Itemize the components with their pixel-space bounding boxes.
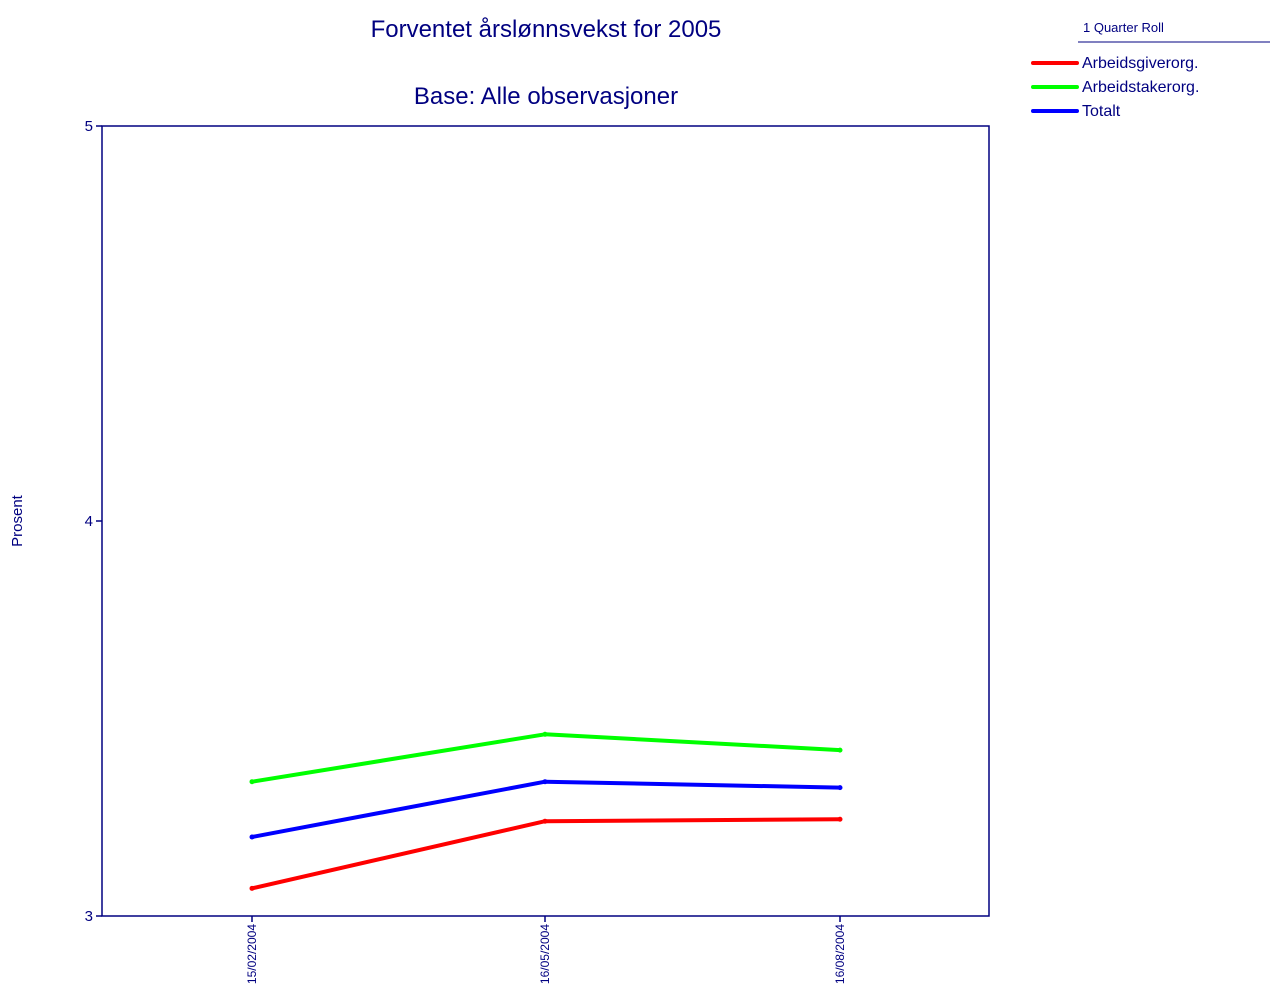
data-point [542,779,548,785]
y-axis: 3 4 5 [85,118,102,925]
legend-label: Arbeidsgiverorg. [1082,55,1199,72]
x-tick-label: 16/05/2004 [538,924,552,984]
y-tick-label: 4 [85,513,93,530]
x-tick-label: 16/08/2004 [833,924,847,984]
data-point [249,779,255,785]
data-point [837,747,843,753]
x-axis: 15/02/2004 16/05/2004 16/08/2004 [245,916,847,984]
series-lines [249,731,843,891]
data-point [837,785,843,791]
legend-label: Totalt [1082,103,1121,120]
legend: 1 Quarter Roll Arbeidsgiverorg. Arbeidsta… [1031,20,1270,120]
y-tick-label: 5 [85,118,93,135]
chart-subtitle: Base: Alle observasjoner [414,83,678,110]
data-point [542,818,548,824]
data-point [542,731,548,737]
data-point [249,885,255,891]
x-tick-label: 15/02/2004 [245,924,259,984]
chart-title: Forventet årslønnsvekst for 2005 [371,16,722,43]
legend-title: 1 Quarter Roll [1083,20,1164,35]
y-axis-label: Prosent [9,494,26,547]
legend-label: Arbeidstakerorg. [1082,79,1199,96]
y-tick-label: 3 [85,908,93,925]
data-point [249,834,255,840]
plot-area [101,125,990,917]
data-point [837,816,843,822]
